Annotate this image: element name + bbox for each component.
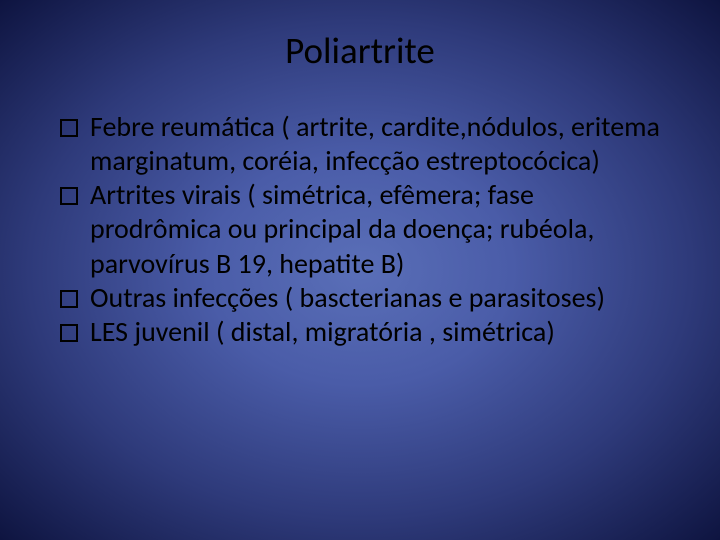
slide-title: Poliartrite (285, 28, 435, 73)
list-item-text: LES juvenil ( distal, migratória , simét… (90, 315, 555, 349)
list-item-lead: LES juvenil (90, 314, 210, 349)
square-bullet-icon (60, 187, 78, 205)
list-item-lead: Artrites virais (90, 177, 241, 212)
list-item-rest: ( bascterianas e parasitoses) (278, 280, 605, 315)
list-item-lead: Febre reumática (90, 109, 275, 144)
title-container: Poliartrite (48, 24, 672, 96)
list-item-lead: Outras infecções (90, 280, 278, 315)
list-item-text: Artrites virais ( simétrica, efêmera; fa… (90, 178, 668, 280)
list-item: Artrites virais ( simétrica, efêmera; fa… (60, 178, 668, 280)
square-bullet-icon (60, 290, 78, 308)
slide-body: Febre reumática ( artrite, cardite,nódul… (48, 96, 672, 349)
list-item: Febre reumática ( artrite, cardite,nódul… (60, 110, 668, 178)
list-item: Outras infecções ( bascterianas e parasi… (60, 281, 668, 315)
list-item: LES juvenil ( distal, migratória , simét… (60, 315, 668, 349)
square-bullet-icon (60, 119, 78, 137)
list-item-text: Febre reumática ( artrite, cardite,nódul… (90, 110, 668, 178)
slide: Poliartrite Febre reumática ( artrite, c… (0, 0, 720, 540)
list-item-rest: ( distal, migratória , simétrica) (210, 314, 555, 349)
list-item-text: Outras infecções ( bascterianas e parasi… (90, 281, 605, 315)
square-bullet-icon (60, 324, 78, 342)
